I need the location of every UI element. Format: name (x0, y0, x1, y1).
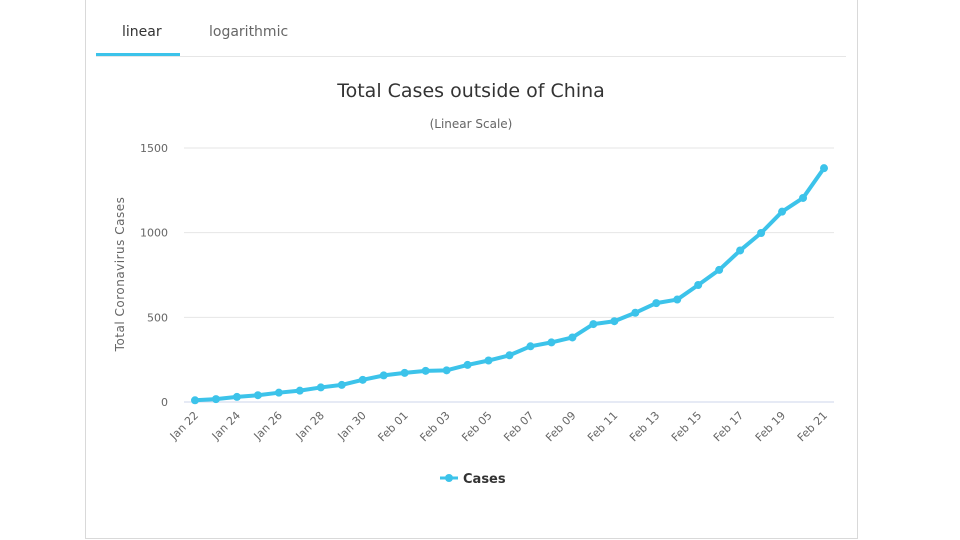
data-point[interactable] (358, 375, 367, 384)
x-tick-label: Feb 21 (795, 409, 830, 444)
y-tick-label: 1500 (140, 142, 168, 155)
scale-tab-bar: linear logarithmic (96, 20, 846, 57)
data-point[interactable] (526, 342, 535, 351)
data-point[interactable] (463, 360, 472, 369)
y-tick-label: 0 (161, 396, 168, 409)
data-point[interactable] (253, 391, 262, 400)
data-point[interactable] (589, 320, 598, 329)
data-point[interactable] (316, 383, 325, 392)
data-point[interactable] (484, 356, 493, 365)
data-point[interactable] (568, 333, 577, 342)
legend-marker-icon (445, 474, 453, 482)
legend-item-cases[interactable]: Cases (463, 472, 506, 487)
x-tick-label: Feb 13 (627, 409, 662, 444)
x-tick-label: Feb 03 (417, 409, 452, 444)
x-tick-label: Feb 19 (753, 409, 788, 444)
data-point[interactable] (778, 207, 787, 216)
data-point[interactable] (799, 193, 808, 202)
tab-linear[interactable]: linear (122, 24, 162, 40)
data-point[interactable] (505, 351, 514, 360)
data-point[interactable] (191, 396, 199, 405)
legend[interactable]: Cases (440, 472, 506, 487)
x-tick-label: Feb 17 (711, 409, 746, 444)
data-point[interactable] (274, 388, 283, 397)
series-line-cases (193, 166, 826, 403)
data-point[interactable] (694, 280, 703, 289)
data-point[interactable] (547, 338, 556, 347)
data-point[interactable] (421, 366, 430, 375)
data-point[interactable] (379, 371, 388, 380)
x-tick-label: Jan 28 (293, 409, 327, 443)
data-point[interactable] (232, 392, 241, 401)
tab-logarithmic[interactable]: logarithmic (209, 24, 289, 40)
x-tick-label: Jan 22 (167, 409, 201, 443)
data-point[interactable] (211, 395, 220, 404)
data-point[interactable] (820, 164, 828, 173)
data-point[interactable] (652, 299, 661, 308)
chart-panel (85, 0, 858, 539)
x-tick-label: Feb 05 (459, 409, 494, 444)
x-tick-label: Feb 09 (543, 409, 578, 444)
data-point[interactable] (442, 366, 451, 375)
data-point[interactable] (400, 368, 409, 377)
x-tick-label: Feb 11 (585, 409, 620, 444)
active-tab-indicator (96, 53, 180, 56)
data-point[interactable] (757, 229, 766, 238)
x-tick-label: Jan 30 (335, 409, 369, 443)
x-tick-label: Feb 01 (375, 409, 410, 444)
x-tick-label: Feb 15 (669, 409, 704, 444)
data-point[interactable] (673, 295, 682, 304)
x-tick-label: Feb 07 (501, 409, 536, 444)
x-tick-label: Jan 24 (209, 409, 243, 443)
x-tick-label: Jan 26 (251, 409, 285, 443)
y-tick-label: 1000 (140, 227, 168, 240)
chart-title: Total Cases outside of China (336, 80, 605, 102)
y-tick-label: 500 (147, 311, 168, 324)
chart-subtitle: (Linear Scale) (430, 117, 513, 131)
data-point[interactable] (715, 265, 724, 274)
data-point[interactable] (736, 246, 745, 255)
data-point[interactable] (610, 317, 619, 326)
data-point[interactable] (631, 308, 640, 317)
data-point[interactable] (337, 380, 346, 389)
y-axis-label: Total Coronavirus Cases (113, 197, 127, 353)
data-point[interactable] (295, 386, 304, 395)
